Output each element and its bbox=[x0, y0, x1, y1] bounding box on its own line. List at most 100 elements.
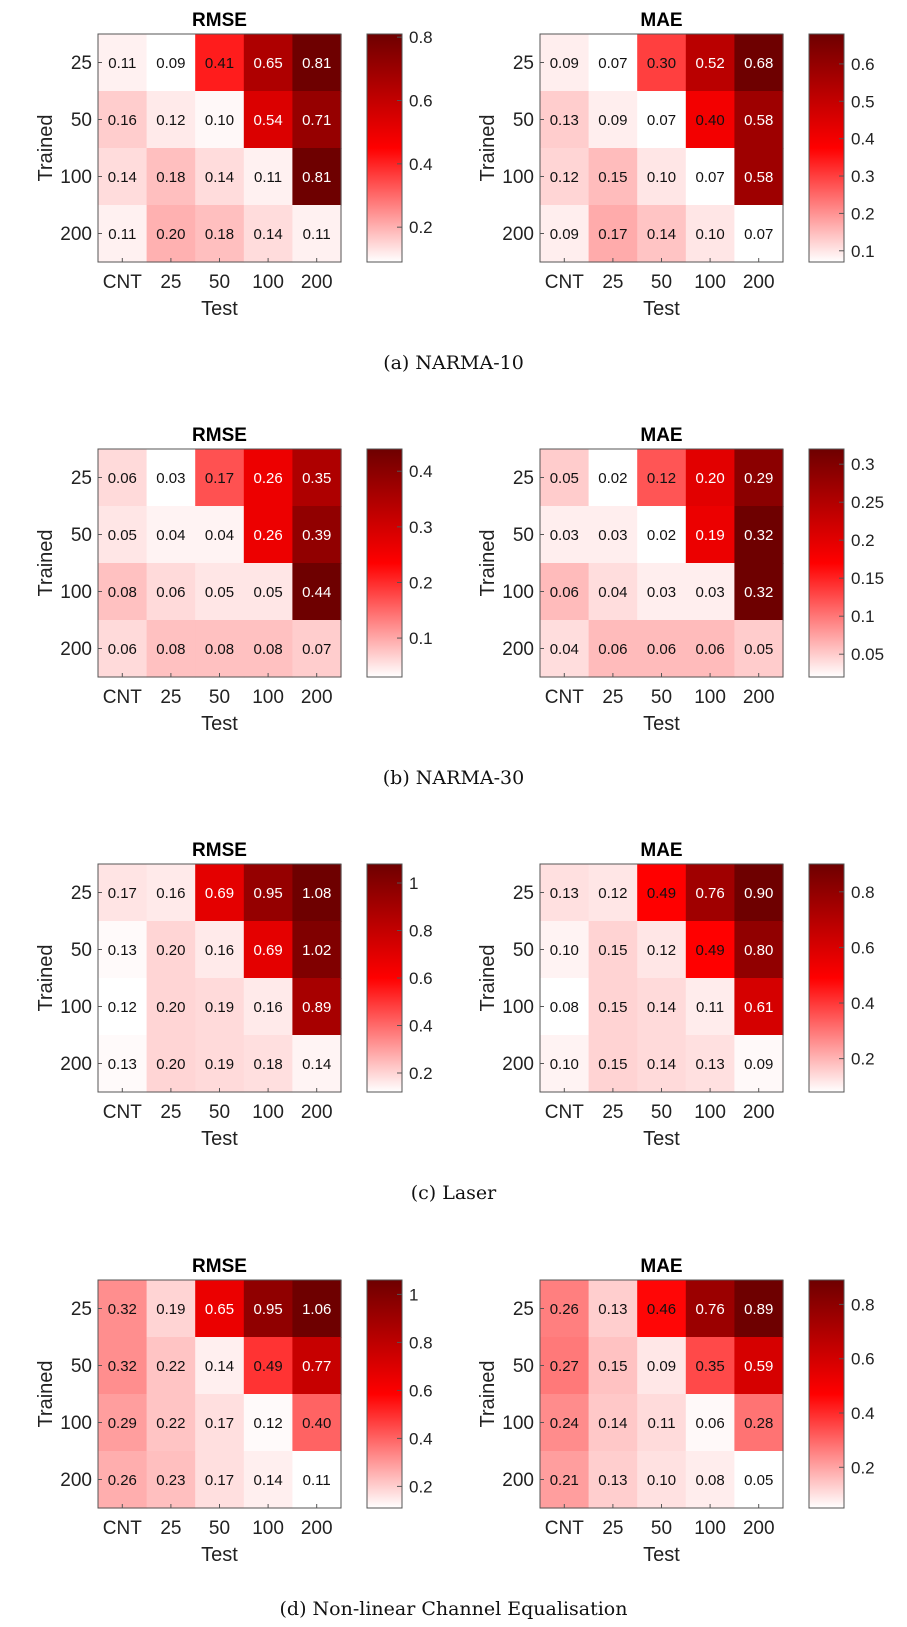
cell-value-label: 0.03 bbox=[647, 584, 676, 601]
cell-value-label: 0.18 bbox=[253, 1056, 282, 1073]
cell-value-label: 0.81 bbox=[302, 169, 331, 186]
cell-value-label: 0.09 bbox=[744, 1056, 773, 1073]
chart-title: MAE bbox=[640, 10, 682, 31]
cell-value-label: 0.04 bbox=[205, 527, 234, 544]
colorbar bbox=[366, 1279, 403, 1509]
colorbar-tick-label: 0.6 bbox=[851, 55, 875, 74]
cell-value-label: 0.12 bbox=[156, 112, 185, 129]
colorbar-tick-label: 0.1 bbox=[851, 242, 875, 261]
cell-value-label: 0.40 bbox=[302, 1415, 331, 1432]
heatmap-cell bbox=[98, 620, 148, 678]
y-tick-label: 25 bbox=[71, 53, 92, 74]
cell-value-label: 0.04 bbox=[550, 641, 579, 658]
heatmap-cell bbox=[98, 563, 148, 621]
heatmap-cell bbox=[292, 91, 342, 149]
heatmap-cell bbox=[734, 148, 784, 206]
heatmap-cell bbox=[540, 864, 590, 922]
cell-value-label: 0.16 bbox=[253, 999, 282, 1016]
x-tick-label: 25 bbox=[160, 687, 181, 708]
cell-value-label: 0.30 bbox=[647, 55, 676, 72]
cell-value-label: 0.49 bbox=[647, 885, 676, 902]
colorbar-tick-label: 0.2 bbox=[409, 218, 433, 237]
cell-value-label: 0.76 bbox=[695, 1301, 724, 1318]
y-tick-label: 25 bbox=[513, 468, 534, 489]
colorbar bbox=[366, 448, 403, 678]
y-axis-label: Trained bbox=[477, 114, 499, 181]
heatmap-cell bbox=[540, 1451, 590, 1509]
y-tick-label: 100 bbox=[502, 167, 534, 188]
heatmap-cell bbox=[146, 978, 196, 1036]
heatmap-cell bbox=[685, 1280, 735, 1338]
x-tick-label: 100 bbox=[252, 1102, 284, 1123]
y-tick-label: 25 bbox=[71, 1299, 92, 1320]
cell-value-label: 0.11 bbox=[254, 169, 282, 186]
colorbar-tick-label: 0.3 bbox=[851, 455, 875, 474]
colorbar-tick-label: 0.2 bbox=[409, 1477, 433, 1496]
cell-value-label: 0.13 bbox=[108, 942, 137, 959]
heatmap-cell bbox=[734, 864, 784, 922]
y-tick-label: 200 bbox=[60, 1470, 92, 1491]
heatmap-cell bbox=[146, 620, 196, 678]
cell-value-label: 0.69 bbox=[205, 885, 234, 902]
cell-value-label: 0.15 bbox=[598, 999, 627, 1016]
colorbar-tick-label: 0.3 bbox=[409, 518, 433, 537]
colorbar-tick-label: 0.25 bbox=[851, 493, 884, 512]
cell-value-label: 0.03 bbox=[695, 584, 724, 601]
chart-title: MAE bbox=[640, 1256, 682, 1277]
cell-value-label: 0.65 bbox=[253, 55, 282, 72]
heatmap-cell bbox=[243, 921, 293, 979]
heatmap-cell bbox=[98, 148, 148, 206]
heatmap-cell bbox=[243, 1394, 293, 1452]
cell-value-label: 0.16 bbox=[156, 885, 185, 902]
cell-value-label: 0.32 bbox=[744, 584, 773, 601]
heatmap-cell bbox=[540, 1394, 590, 1452]
cell-value-label: 0.08 bbox=[253, 641, 282, 658]
cell-value-label: 0.10 bbox=[647, 1472, 676, 1489]
heatmap-cell bbox=[540, 1280, 590, 1338]
cell-value-label: 0.11 bbox=[647, 1415, 675, 1432]
x-axis-label: Test bbox=[201, 1544, 238, 1566]
cell-value-label: 0.32 bbox=[108, 1301, 137, 1318]
heatmap-cell bbox=[540, 978, 590, 1036]
heatmap-cell bbox=[685, 1394, 735, 1452]
x-tick-label: CNT bbox=[545, 272, 584, 293]
cell-value-label: 0.46 bbox=[647, 1301, 676, 1318]
heatmap-cell bbox=[637, 205, 687, 263]
panel-caption-d: (d) Non-linear Channel Equalisation bbox=[279, 1598, 628, 1620]
colorbar-tick-label: 0.6 bbox=[851, 938, 875, 957]
cell-value-label: 0.26 bbox=[253, 527, 282, 544]
cell-value-label: 0.17 bbox=[205, 1472, 234, 1489]
heatmap-cell bbox=[588, 449, 638, 507]
x-tick-label: 100 bbox=[694, 1518, 726, 1539]
heatmap-cell bbox=[540, 91, 590, 149]
x-axis-label: Test bbox=[201, 1128, 238, 1150]
heatmap-cell bbox=[734, 1035, 784, 1093]
cell-value-label: 0.06 bbox=[695, 641, 724, 658]
heatmap-cell bbox=[292, 921, 342, 979]
x-tick-label: CNT bbox=[545, 1102, 584, 1123]
cell-value-label: 0.10 bbox=[550, 1056, 579, 1073]
colorbar-tick-label: 0.8 bbox=[409, 922, 433, 941]
heatmap-cell bbox=[292, 1035, 342, 1093]
cell-value-label: 0.95 bbox=[253, 885, 282, 902]
y-tick-label: 25 bbox=[513, 53, 534, 74]
x-tick-label: 50 bbox=[651, 687, 672, 708]
heatmap-cell bbox=[637, 978, 687, 1036]
cell-value-label: 0.15 bbox=[598, 1056, 627, 1073]
x-axis-label: Test bbox=[643, 1128, 680, 1150]
cell-value-label: 0.03 bbox=[550, 527, 579, 544]
heatmap-cell bbox=[734, 205, 784, 263]
cell-value-label: 0.09 bbox=[647, 1358, 676, 1375]
heatmap-cell bbox=[588, 34, 638, 92]
y-tick-label: 50 bbox=[513, 1356, 534, 1377]
cell-value-label: 0.18 bbox=[156, 169, 185, 186]
cell-value-label: 1.06 bbox=[302, 1301, 331, 1318]
cell-value-label: 0.49 bbox=[695, 942, 724, 959]
heatmap-cell bbox=[734, 620, 784, 678]
cell-value-label: 0.23 bbox=[156, 1472, 185, 1489]
y-axis-label: Trained bbox=[35, 114, 57, 181]
cell-value-label: 0.17 bbox=[598, 226, 627, 243]
heatmap-cell bbox=[195, 978, 245, 1036]
cell-value-label: 0.17 bbox=[205, 470, 234, 487]
